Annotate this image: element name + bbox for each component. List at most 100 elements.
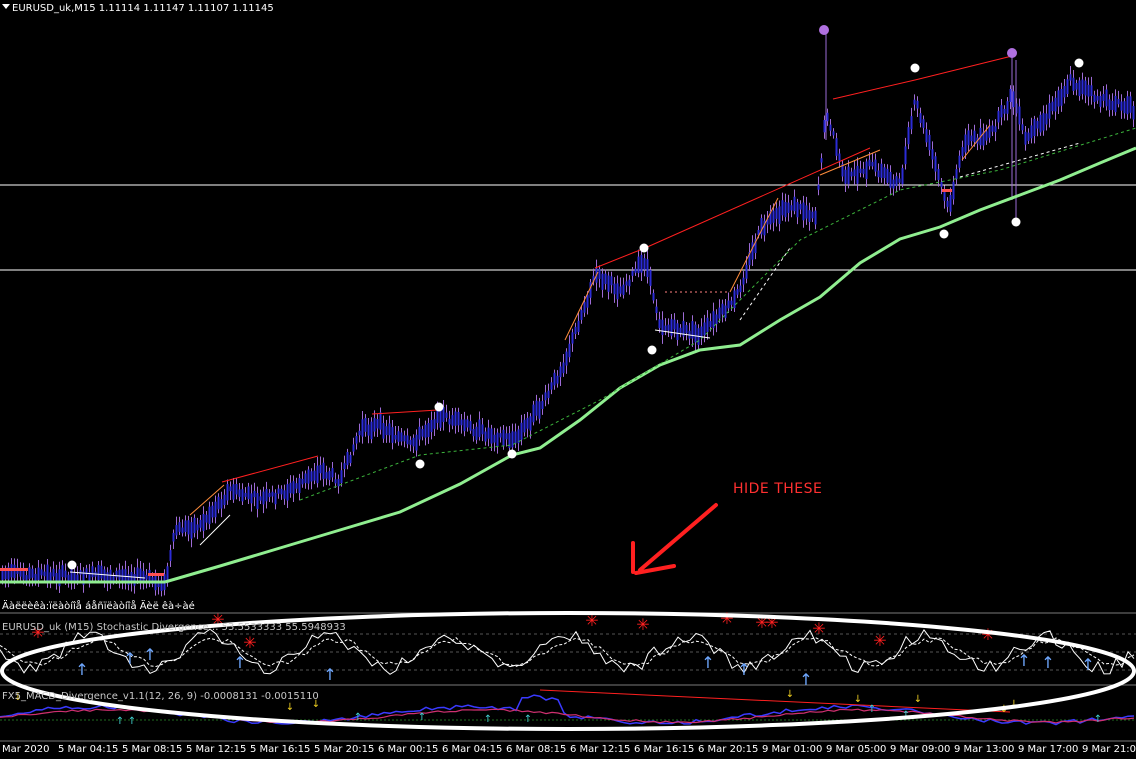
candle-body: [307, 469, 310, 484]
time-tick-label: 5 Mar 20:15: [314, 744, 375, 755]
candle-body: [685, 325, 688, 334]
sell-arrow-icon: ✳: [585, 611, 598, 630]
candle-body: [343, 463, 346, 470]
candle-body: [1048, 103, 1051, 119]
candle-body: [223, 494, 226, 506]
fractal-dot: [434, 402, 444, 412]
candle-body: [628, 279, 631, 287]
candle-body: [19, 570, 22, 577]
candle-body: [304, 473, 307, 484]
down-arrow-icon: ↓: [1010, 699, 1018, 710]
macd-pane-label: FX5_MACD_Divergence_v1.1(12, 26, 9) -0.0…: [2, 691, 319, 702]
candle-body: [763, 220, 766, 236]
fractal-dot: [67, 560, 77, 570]
candle-body: [22, 569, 25, 580]
candle-body: [844, 169, 847, 184]
candle-body: [682, 320, 685, 337]
candle-body: [346, 451, 349, 466]
candle-body: [643, 258, 646, 270]
resistance-divergence-line: [644, 147, 871, 249]
candle-body: [604, 273, 607, 285]
candle-body: [898, 178, 901, 183]
candle-body: [379, 412, 382, 430]
candle-body: [853, 169, 856, 177]
candle-body: [355, 436, 358, 444]
candle-body: [973, 130, 976, 143]
support-divergence-line: [654, 329, 711, 339]
sell-arrow-icon: ✳: [720, 609, 733, 628]
candle-body: [847, 166, 850, 185]
candle-body: [1096, 96, 1099, 101]
hide-these-annotation: HIDE THESE: [733, 481, 823, 497]
candle-body: [679, 327, 682, 334]
candle-body: [487, 427, 490, 439]
candle-body: [1027, 132, 1030, 141]
candle-body: [1003, 108, 1006, 114]
candle-body: [649, 269, 652, 286]
time-tick-label: 6 Mar 16:15: [634, 744, 695, 755]
time-tick-label: 9 Mar 17:00: [1018, 744, 1079, 755]
candle-body: [841, 163, 844, 177]
candle-body: [709, 321, 712, 328]
candle-body: [1081, 79, 1084, 95]
candle-body: [880, 163, 883, 178]
candle-body: [820, 158, 823, 163]
candle-body: [328, 471, 331, 480]
candle-body: [34, 573, 37, 582]
candle-body: [808, 210, 811, 222]
time-tick-label: 5 Mar 16:15: [250, 744, 311, 755]
candle-body: [541, 400, 544, 409]
candle-body: [7, 567, 10, 580]
candle-body: [130, 572, 133, 583]
candle-body: [829, 124, 832, 131]
stochastic-pane[interactable]: ✳✳✳✳ ✳ ✳ ✳✳ ✳✳ ✳↑↑ ↑ ↑↑↑ ↑↑↑ ↑ ↑: [0, 609, 1136, 689]
resistance-divergence-line: [564, 271, 599, 341]
candle-body: [856, 165, 859, 184]
candle-body: [1090, 85, 1093, 97]
up-arrow-icon: ↑: [484, 714, 492, 725]
candle-body: [625, 281, 628, 286]
candle-body: [832, 131, 835, 136]
time-tick-label: 5 Mar 12:15: [186, 744, 247, 755]
candle-body: [295, 483, 298, 489]
candle-body: [1, 569, 4, 580]
stochastic-pane-label: EURUSD_uk (M15) Stochastic Divergence… 5…: [2, 622, 346, 633]
candle-body: [115, 570, 118, 578]
candle-body: [1042, 113, 1045, 131]
candle-body: [169, 550, 172, 561]
candle-body: [871, 161, 874, 167]
candle-body: [91, 566, 94, 578]
candle-body: [901, 168, 904, 185]
candle-body: [421, 429, 424, 437]
candle-body: [592, 275, 595, 282]
up-arrow-icon: ↑: [354, 712, 362, 723]
candle-body: [610, 276, 613, 286]
candle-body: [931, 149, 934, 160]
candle-body: [562, 362, 565, 374]
time-tick-label: 5 Mar 04:15: [58, 744, 119, 755]
candle-body: [271, 491, 274, 497]
candle-body: [1108, 99, 1111, 111]
candle-body: [394, 434, 397, 440]
candle-body: [109, 569, 112, 584]
candle-body: [706, 317, 709, 332]
candle-body: [73, 572, 76, 584]
candle-body: [877, 170, 880, 178]
candle-body: [349, 454, 352, 464]
fractal-dot: [639, 243, 649, 253]
candle-body: [472, 428, 475, 437]
candle-body: [481, 424, 484, 435]
support-divergence-line: [69, 571, 146, 579]
candle-body: [721, 303, 724, 315]
candle-body: [793, 196, 796, 212]
candle-body: [400, 432, 403, 442]
candle-body: [286, 484, 289, 501]
symbol-menu-caret-icon[interactable]: [2, 4, 10, 9]
candle-body: [1033, 119, 1036, 136]
candle-body: [772, 210, 775, 223]
candle-body: [64, 570, 67, 578]
candle-body: [799, 203, 802, 210]
candle-body: [88, 572, 91, 584]
candle-body: [451, 415, 454, 426]
